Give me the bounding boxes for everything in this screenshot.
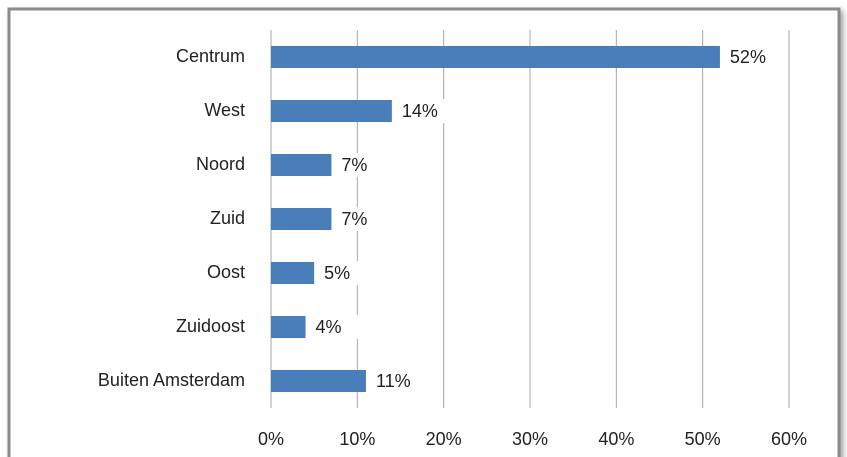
value-label-bg xyxy=(322,261,373,285)
bar xyxy=(271,262,315,284)
x-tick-label: 60% xyxy=(771,429,807,449)
bar xyxy=(271,154,332,176)
x-tick-label: 20% xyxy=(426,429,462,449)
y-tick-label: Zuidoost xyxy=(176,316,245,336)
chart-frame xyxy=(7,7,841,457)
bar xyxy=(271,46,720,68)
value-label: 11% xyxy=(376,371,411,391)
x-tick-label: 50% xyxy=(685,429,721,449)
x-tick-label: 0% xyxy=(258,429,284,449)
bar xyxy=(271,316,306,338)
value-label-bg xyxy=(313,315,364,339)
bar xyxy=(271,370,366,392)
value-label: 5% xyxy=(324,263,350,283)
value-label-bg xyxy=(727,45,778,69)
value-label-bg xyxy=(339,207,390,231)
x-tick-label: 10% xyxy=(339,429,375,449)
y-tick-label: Zuid xyxy=(210,208,245,228)
y-tick-label: Centrum xyxy=(176,46,245,66)
y-tick-label: Oost xyxy=(207,262,245,282)
y-tick-label: Buiten Amsterdam xyxy=(98,370,245,390)
value-label-bg xyxy=(399,99,450,123)
x-tick-label: 40% xyxy=(598,429,634,449)
bar xyxy=(271,100,392,122)
x-tick-label: 30% xyxy=(512,429,548,449)
y-tick-label: Noord xyxy=(196,154,245,174)
value-label-bg xyxy=(373,369,424,393)
value-label: 7% xyxy=(341,155,367,175)
y-tick-label: West xyxy=(204,100,245,120)
bar xyxy=(271,208,332,230)
value-label: 52% xyxy=(730,47,766,67)
value-label: 14% xyxy=(402,101,438,121)
value-label: 7% xyxy=(341,209,367,229)
value-label: 4% xyxy=(316,317,342,337)
value-label-bg xyxy=(339,153,390,177)
